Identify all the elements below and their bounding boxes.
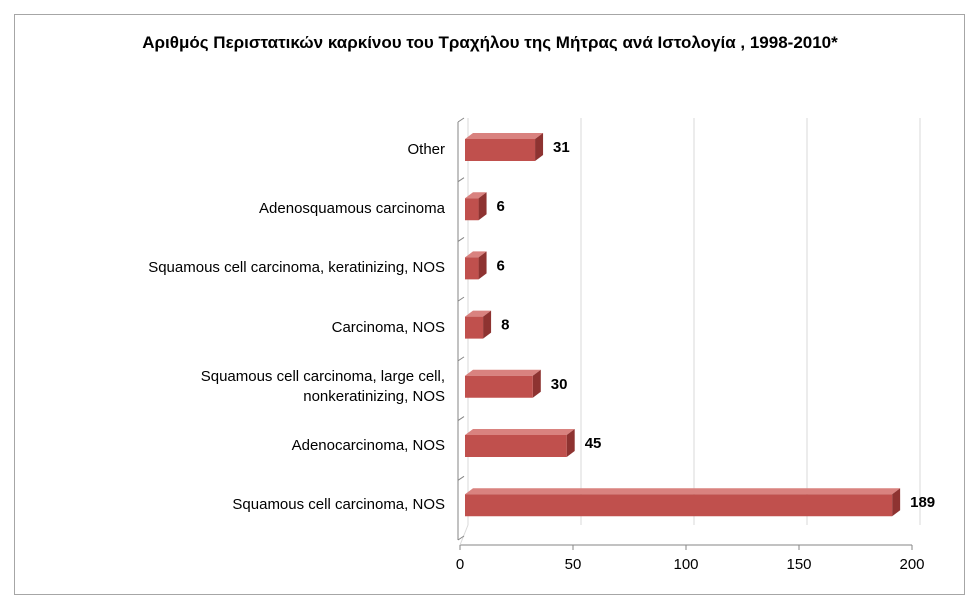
bar <box>465 369 541 398</box>
y-tick <box>457 356 465 362</box>
bar-top <box>465 369 541 376</box>
y-tick-label: Carcinoma, NOS <box>331 318 445 336</box>
bar <box>465 192 487 221</box>
bar-top <box>465 488 901 495</box>
y-tick-label: Adenosquamous carcinoma <box>259 200 445 218</box>
bar-top <box>465 251 487 258</box>
bar <box>465 133 544 161</box>
x-tick-label: 50 <box>565 556 582 573</box>
y-tick-label: Squamous cell carcinoma, large cell, non… <box>200 367 445 405</box>
y-tick <box>457 535 465 541</box>
bar-front <box>465 257 479 280</box>
bar-top <box>465 429 575 435</box>
bar-side <box>566 429 575 457</box>
bar-front <box>465 198 479 221</box>
y-tick <box>457 177 465 183</box>
x-tick-label: 150 <box>786 556 811 573</box>
bar-front <box>465 375 533 398</box>
bar-side <box>892 488 901 517</box>
x-tick-label: 0 <box>456 556 464 573</box>
bar-side <box>483 310 492 339</box>
data-label: 189 <box>910 494 935 511</box>
floor-edge <box>459 524 469 546</box>
bar <box>465 251 487 280</box>
chart-title: Αριθμός Περιστατικών καρκίνου του Τραχήλ… <box>142 33 838 52</box>
data-label: 30 <box>551 376 568 393</box>
bar-front <box>465 435 567 457</box>
bar-front <box>465 139 536 161</box>
bar <box>465 429 575 457</box>
data-label: 31 <box>553 139 570 156</box>
y-tick-label: Squamous cell carcinoma, keratinizing, N… <box>148 259 445 277</box>
bar-top <box>465 133 544 139</box>
y-tick <box>457 475 465 481</box>
x-tick-label: 100 <box>673 556 698 573</box>
bar-side <box>535 133 544 161</box>
bar-top <box>465 192 487 199</box>
data-label: 6 <box>497 198 505 215</box>
y-tick <box>457 296 465 302</box>
y-tick-label: Squamous cell carcinoma, NOS <box>232 496 445 514</box>
data-label: 8 <box>501 317 509 334</box>
bar <box>465 310 492 339</box>
data-label: 45 <box>585 435 602 452</box>
bar-front <box>465 494 893 517</box>
bar-front <box>465 316 484 339</box>
bar-side <box>532 369 541 398</box>
y-tick <box>457 117 465 123</box>
y-tick-label: Adenocarcinoma, NOS <box>291 437 445 454</box>
x-tick-label: 200 <box>899 556 924 573</box>
y-tick <box>457 237 465 242</box>
y-tick-label: Other <box>407 141 445 158</box>
bar <box>465 488 901 517</box>
bar-side <box>478 192 487 221</box>
bar-top <box>465 310 492 317</box>
bar-side <box>478 251 487 280</box>
data-label: 6 <box>497 257 505 274</box>
y-tick <box>457 416 465 421</box>
